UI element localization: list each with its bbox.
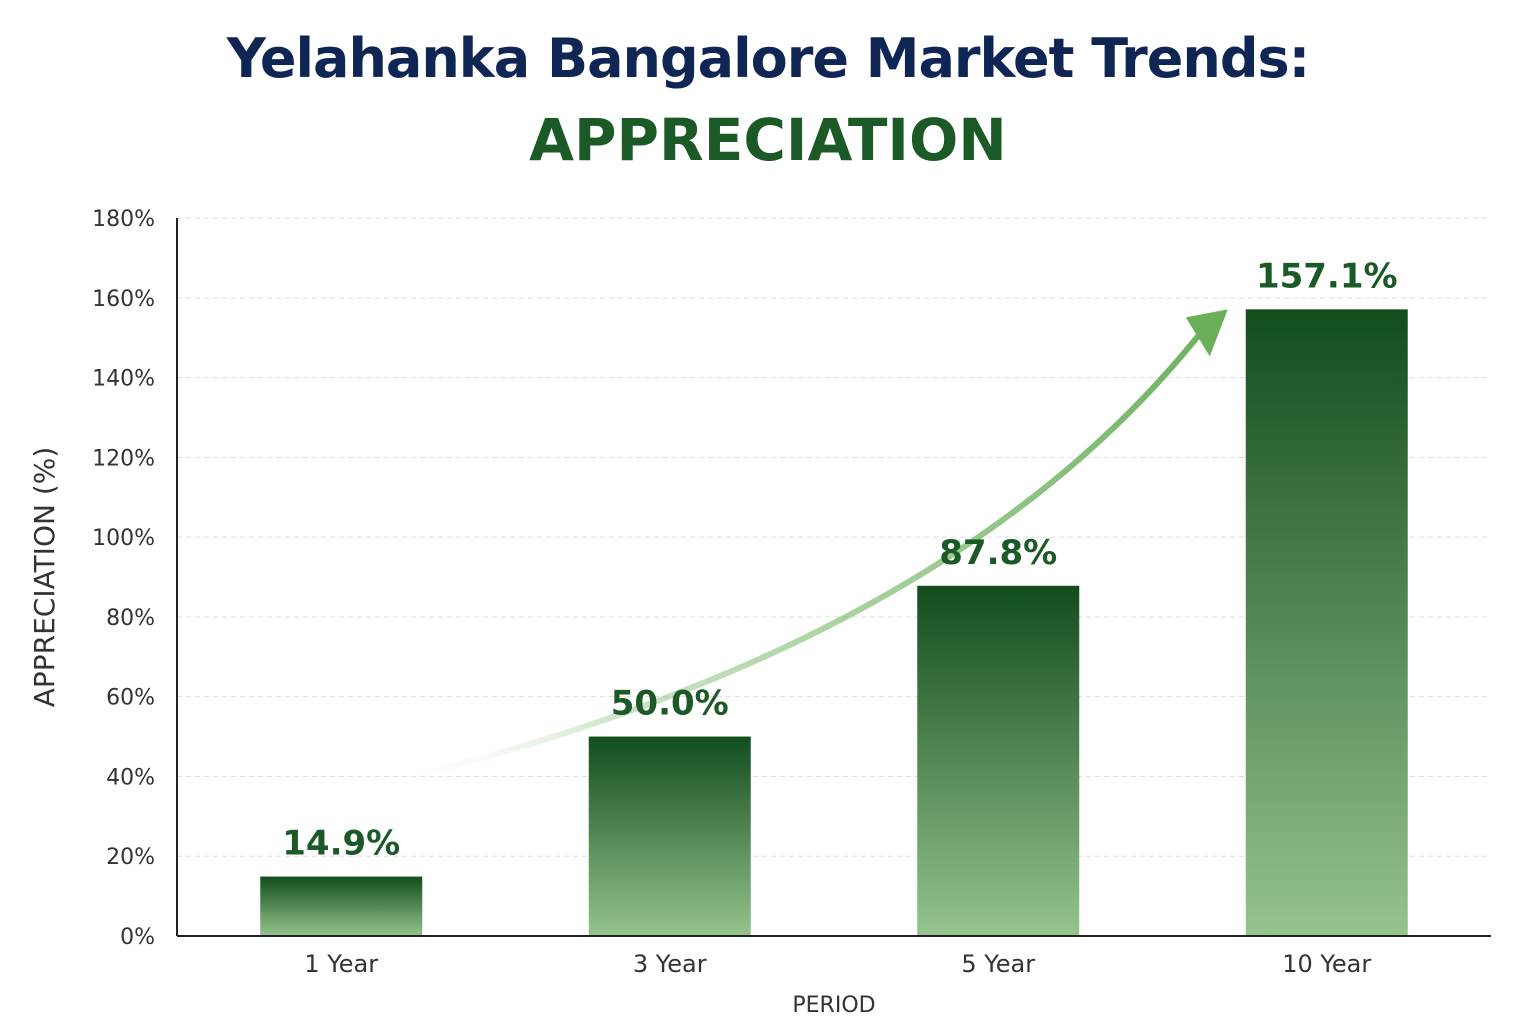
- data-label: 87.8%: [939, 533, 1057, 573]
- y-tick-label: 140%: [92, 367, 155, 392]
- y-tick-label: 120%: [92, 446, 155, 471]
- chart-title: Yelahanka Bangalore Market Trends:: [226, 27, 1311, 90]
- x-axis-ticks: 1 Year 3 Year 5 Year 10 Year: [304, 950, 1371, 978]
- bar-5-year: [917, 585, 1080, 936]
- bar-10-year: [1245, 309, 1408, 936]
- y-tick-label: 100%: [92, 526, 155, 551]
- x-tick-label: 3 Year: [633, 950, 707, 978]
- y-tick-label: 40%: [106, 765, 155, 790]
- trend-arrow: [388, 309, 1228, 785]
- chart-title-block: Yelahanka Bangalore Market Trends: APPRE…: [0, 22, 1536, 182]
- y-tick-label: 80%: [106, 606, 155, 631]
- y-axis-title: APPRECIATION (%): [28, 447, 61, 708]
- data-label: 14.9%: [282, 824, 400, 864]
- bars: [260, 309, 1408, 936]
- y-tick-label: 20%: [106, 845, 155, 870]
- data-label: 157.1%: [1256, 256, 1398, 296]
- gridlines: [177, 217, 1491, 857]
- trend-arrow-head: [1185, 309, 1228, 357]
- x-axis-title: PERIOD: [792, 993, 875, 1018]
- trend-arrow-line: [388, 318, 1213, 785]
- x-tick-label: 5 Year: [961, 950, 1035, 978]
- chart-subtitle: APPRECIATION: [529, 106, 1007, 174]
- y-tick-label: 0%: [120, 925, 155, 950]
- x-tick-label: 10 Year: [1282, 950, 1371, 978]
- bar-3-year: [588, 736, 751, 936]
- bar-1-year: [260, 876, 423, 936]
- data-label: 50.0%: [611, 684, 729, 724]
- x-tick-label: 1 Year: [304, 950, 378, 978]
- data-labels: 14.9% 50.0% 87.8% 157.1%: [282, 256, 1397, 863]
- y-axis-ticks: 0% 20% 40% 60% 80% 100% 120% 140% 160% 180%: [92, 207, 155, 950]
- y-tick-label: 60%: [106, 686, 155, 711]
- y-tick-label: 160%: [92, 287, 155, 312]
- y-tick-label: 180%: [92, 207, 155, 232]
